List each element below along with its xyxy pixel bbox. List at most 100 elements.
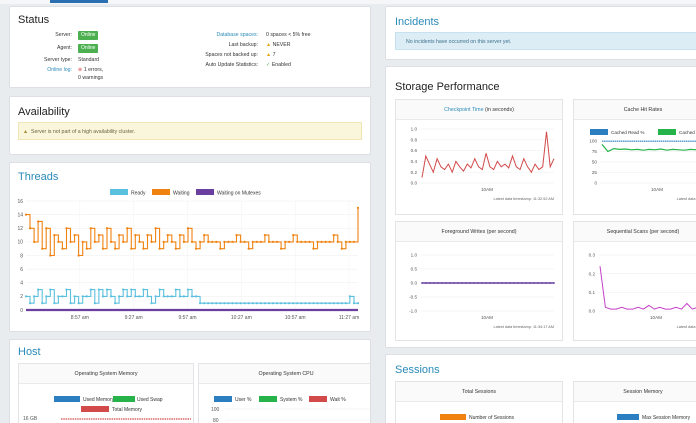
data-point bbox=[267, 302, 271, 305]
availability-warning: ▲ Server is not part of a high availabil… bbox=[18, 122, 362, 140]
active-tab-indicator[interactable] bbox=[50, 0, 108, 3]
auto-update-stats-text: Enabled bbox=[271, 62, 291, 68]
data-point bbox=[130, 247, 133, 250]
data-point bbox=[101, 247, 105, 250]
threads-chart: Ready Waiting Waiting on Mutexes 0 2 4 6 8 10 12 1… bbox=[17, 189, 360, 321]
top-bar bbox=[0, 0, 696, 4]
y-tick-label: 14 bbox=[17, 212, 23, 218]
data-point bbox=[320, 302, 323, 305]
data-point bbox=[231, 240, 234, 243]
data-point bbox=[81, 295, 84, 298]
sequential-scans-title: Sequential Scans (per second) bbox=[574, 222, 696, 242]
data-point bbox=[126, 227, 129, 230]
data-point bbox=[288, 240, 291, 243]
incidents-info: No incidents have occurred on this serve… bbox=[395, 32, 696, 50]
data-point bbox=[481, 282, 483, 284]
data-point bbox=[537, 282, 539, 284]
legend-max-session-memory: Max Session Memory bbox=[642, 415, 691, 421]
data-point bbox=[429, 282, 431, 284]
data-point bbox=[259, 240, 262, 243]
legend-label-waiting-on-mutexes: Waiting on Mutexes bbox=[217, 191, 261, 197]
database-spaces-value: 0 spaces < 5% free bbox=[266, 32, 311, 38]
incidents-title: Incidents bbox=[395, 16, 440, 28]
data-point bbox=[251, 240, 254, 243]
data-point bbox=[336, 240, 339, 243]
data-point bbox=[308, 302, 311, 305]
data-point bbox=[57, 295, 60, 298]
data-point bbox=[509, 282, 511, 284]
server-status-badge: Online bbox=[78, 31, 99, 40]
data-point bbox=[485, 282, 487, 284]
sessions-panel: Sessions Total Sessions Number of Sessio… bbox=[385, 354, 696, 423]
availability-panel: Availability ▲ Server is not part of a h… bbox=[9, 96, 371, 155]
y-tick-label: 0.8 bbox=[411, 137, 418, 142]
data-point bbox=[493, 282, 495, 284]
x-tick-label: 9:57 am bbox=[178, 315, 196, 321]
legend-number-of-sessions: Number of Sessions bbox=[469, 415, 515, 421]
data-point bbox=[142, 247, 145, 250]
availability-warning-text: Server is not part of a high availabilit… bbox=[31, 129, 136, 135]
data-point bbox=[227, 302, 230, 305]
data-point bbox=[146, 233, 149, 237]
cache-hit-rates-title: Cache Hit Rates bbox=[574, 100, 696, 120]
data-point bbox=[97, 233, 100, 237]
data-point bbox=[150, 302, 153, 305]
checkpoint-time-link[interactable]: Checkpoint Time bbox=[444, 107, 484, 113]
data-point bbox=[28, 227, 32, 230]
data-point bbox=[501, 282, 503, 284]
data-point bbox=[211, 240, 214, 243]
legend-swatch-waiting-on-mutexes bbox=[196, 189, 214, 195]
online-log-link[interactable]: Online log: bbox=[47, 67, 72, 73]
data-point bbox=[65, 227, 68, 230]
y-tick-label: 0.3 bbox=[589, 253, 596, 258]
data-point bbox=[445, 282, 447, 284]
data-point bbox=[356, 206, 360, 209]
data-point bbox=[223, 302, 226, 305]
os-memory-ytick: 16 GB bbox=[23, 416, 38, 422]
data-point bbox=[263, 302, 266, 305]
y-tick-label: 10 bbox=[17, 240, 23, 246]
data-point bbox=[304, 240, 307, 243]
data-point bbox=[279, 247, 283, 250]
auto-update-stats-label: Auto Update Statistics: bbox=[205, 62, 258, 68]
data-point bbox=[421, 282, 423, 284]
cpu-ytick-100: 100 bbox=[211, 407, 220, 413]
sequential-scans-card: Sequential Scans (per second) 0.3 0.2 0.1 0… bbox=[573, 221, 696, 341]
data-point bbox=[207, 240, 210, 243]
data-point bbox=[279, 302, 283, 305]
data-point bbox=[174, 288, 177, 291]
database-spaces-link[interactable]: Database spaces: bbox=[216, 32, 258, 38]
data-point bbox=[154, 295, 157, 298]
data-point bbox=[150, 240, 153, 243]
storage-performance-panel: Storage Performance Checkpoint Time (in … bbox=[385, 66, 696, 348]
data-point bbox=[170, 295, 173, 298]
data-point bbox=[178, 295, 181, 298]
threads-panel: Threads Ready Waiting Waiting on Mutexes 0 2… bbox=[9, 162, 371, 332]
latest-data-timestamp: Latest data timestamp bbox=[677, 325, 696, 329]
latest-data-timestamp: Latest data timestamp bbox=[677, 197, 696, 201]
total-sessions-title: Total Sessions bbox=[396, 382, 562, 402]
data-point bbox=[45, 227, 48, 230]
data-point bbox=[267, 240, 271, 243]
y-tick-label: 2 bbox=[20, 294, 23, 300]
data-point bbox=[263, 233, 266, 237]
y-tick-label: 0.6 bbox=[411, 148, 418, 153]
data-point bbox=[146, 295, 149, 298]
data-point bbox=[340, 302, 343, 305]
error-icon: ⊗ bbox=[78, 67, 83, 73]
data-point bbox=[24, 295, 28, 298]
data-point bbox=[344, 302, 347, 305]
data-point bbox=[533, 282, 535, 284]
data-point bbox=[292, 233, 295, 237]
data-point bbox=[441, 282, 443, 284]
data-point bbox=[89, 288, 92, 291]
server-type-value: Standard bbox=[78, 57, 100, 63]
data-point bbox=[296, 302, 299, 305]
latest-data-timestamp: Latest data timestamp: 11:34:17 AM bbox=[493, 325, 554, 329]
data-point bbox=[154, 227, 157, 230]
data-point bbox=[255, 240, 258, 243]
data-point bbox=[57, 240, 60, 243]
data-point bbox=[37, 288, 40, 291]
data-point bbox=[182, 295, 186, 298]
latest-data-timestamp: Latest data timestamp: 11:32:52 AM bbox=[493, 197, 554, 201]
